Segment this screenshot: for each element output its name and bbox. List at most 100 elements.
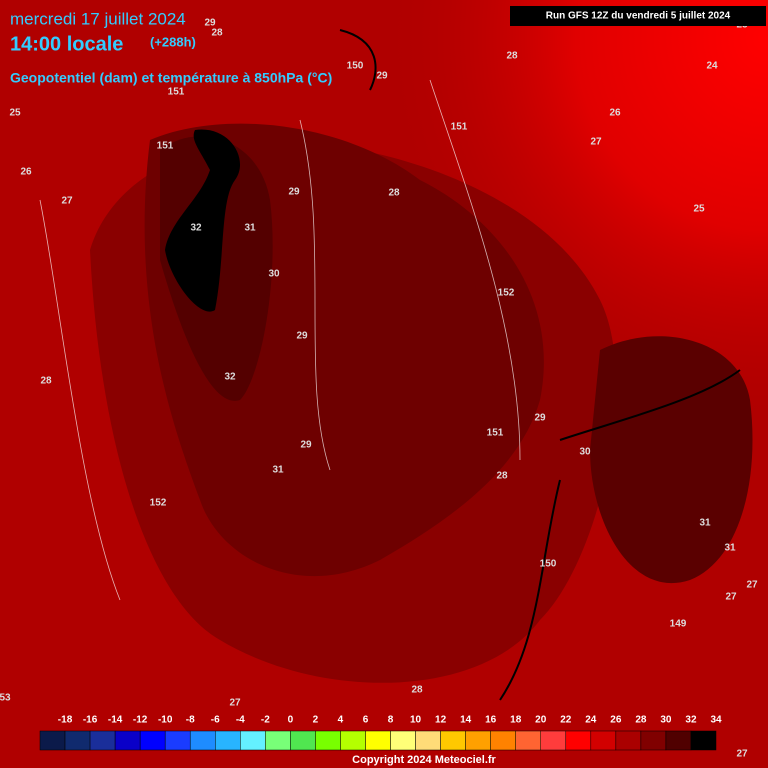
legend-swatch	[390, 730, 416, 751]
legend-label: 18	[510, 715, 522, 726]
contour-label: 27	[725, 592, 737, 603]
legend-swatch	[590, 730, 617, 751]
contour-label: 28	[388, 188, 400, 199]
contour-label: 150	[347, 61, 364, 72]
run: Run GFS 12Z du vendredi 5 juillet 2024	[546, 11, 731, 22]
legend-label: 30	[660, 715, 672, 726]
run-box	[510, 6, 766, 26]
legend-swatch	[315, 730, 341, 751]
contour-label: 29	[296, 331, 308, 342]
time: 14:00 locale	[10, 33, 123, 55]
contour-label: 26	[20, 167, 32, 178]
contour-label: 28	[496, 471, 508, 482]
legend-swatch	[215, 730, 241, 751]
legend-label: -4	[236, 715, 245, 726]
legend-swatch	[440, 730, 466, 751]
legend-label: 28	[635, 715, 647, 726]
contour-label: 149	[670, 619, 687, 630]
legend-label: 0	[288, 715, 294, 726]
contour-label: 31	[244, 223, 256, 234]
legend-swatch	[64, 730, 91, 751]
legend-swatch	[139, 730, 166, 751]
contour-label: 24	[706, 61, 718, 72]
legend-label: 32	[685, 715, 697, 726]
contour-label: 31	[272, 465, 284, 476]
contour-label: 25	[9, 108, 21, 119]
offset: (+288h)	[150, 34, 196, 49]
legend-label: 22	[560, 715, 572, 726]
contour-label: 31	[699, 518, 711, 529]
legend-swatch	[565, 730, 592, 751]
contour-label: 28	[40, 376, 52, 387]
legend-label: 6	[363, 715, 369, 726]
legend-label: -6	[211, 715, 220, 726]
legend-label: 20	[535, 715, 547, 726]
legend: -18 -16 -14 -12 -10 -8 -6 -4 -2 0 2 4 6 8 10 12 14 16 18 20…	[39, 715, 722, 751]
contour-label: 27	[746, 580, 758, 591]
contour-label: 28	[506, 51, 518, 62]
contour-label: 151	[451, 122, 468, 133]
legend-label: 26	[610, 715, 622, 726]
legend-swatch	[465, 730, 491, 751]
legend-swatch	[365, 730, 391, 751]
contour-label: 151	[157, 141, 174, 152]
contour-label: 30	[268, 269, 280, 280]
legend-label: -8	[186, 715, 195, 726]
subtitle: Geopotentiel (dam) et température à 850h…	[10, 70, 332, 86]
legend-label: -12	[133, 715, 148, 726]
legend-swatch	[690, 730, 717, 751]
contour-label: 25	[693, 204, 705, 215]
legend-label: 2	[313, 715, 319, 726]
contour-label: 32	[190, 223, 202, 234]
legend-label: 16	[485, 715, 497, 726]
contour-label: 27	[590, 137, 602, 148]
legend-swatch	[189, 730, 216, 751]
legend-label: 10	[410, 715, 422, 726]
footer: Copyright 2024 Meteociel.fr	[352, 754, 496, 766]
legend-swatch	[640, 730, 667, 751]
region-30	[590, 336, 753, 584]
contour-label: 152	[150, 498, 167, 509]
legend-label: -2	[261, 715, 270, 726]
legend-label: -18	[58, 715, 73, 726]
legend-swatch	[39, 730, 66, 751]
contour-label: 27	[61, 196, 73, 207]
legend-swatch	[665, 730, 692, 751]
contour-label: 26	[609, 108, 621, 119]
contour-label: 32	[224, 372, 236, 383]
legend-swatch	[415, 730, 441, 751]
legend-label: 24	[585, 715, 597, 726]
isotherms	[39, 79, 521, 601]
date: mercredi 17 juillet 2024	[10, 9, 186, 28]
legend-swatch	[164, 730, 191, 751]
legend-swatch	[265, 730, 291, 751]
legend-label: 34	[710, 715, 722, 726]
contour-label: 151	[168, 87, 185, 98]
contour-label: 27	[229, 698, 241, 709]
contour-label: 27	[736, 749, 748, 760]
contour-label: 28	[411, 685, 423, 696]
legend-swatch	[490, 730, 516, 751]
region-32	[165, 129, 241, 312]
legend-swatch	[340, 730, 366, 751]
legend-swatch	[540, 730, 567, 751]
contour-label: 29	[534, 413, 546, 424]
legend-label: 8	[388, 715, 394, 726]
contour-label: 152	[498, 288, 515, 299]
legend-label: 14	[460, 715, 472, 726]
contour-label: 31	[724, 543, 736, 554]
legend-label: 12	[435, 715, 447, 726]
contour-label: 29	[300, 440, 312, 451]
legend-label: -16	[83, 715, 98, 726]
contour-label: 29	[204, 18, 216, 29]
geopotential-lines	[339, 29, 741, 701]
legend-swatch	[114, 730, 141, 751]
legend-swatch	[615, 730, 642, 751]
legend-swatch	[515, 730, 541, 751]
contour-label: 151	[487, 428, 504, 439]
legend-label: -14	[108, 715, 123, 726]
legend-label: -10	[158, 715, 173, 726]
contour-label: 30	[579, 447, 591, 458]
